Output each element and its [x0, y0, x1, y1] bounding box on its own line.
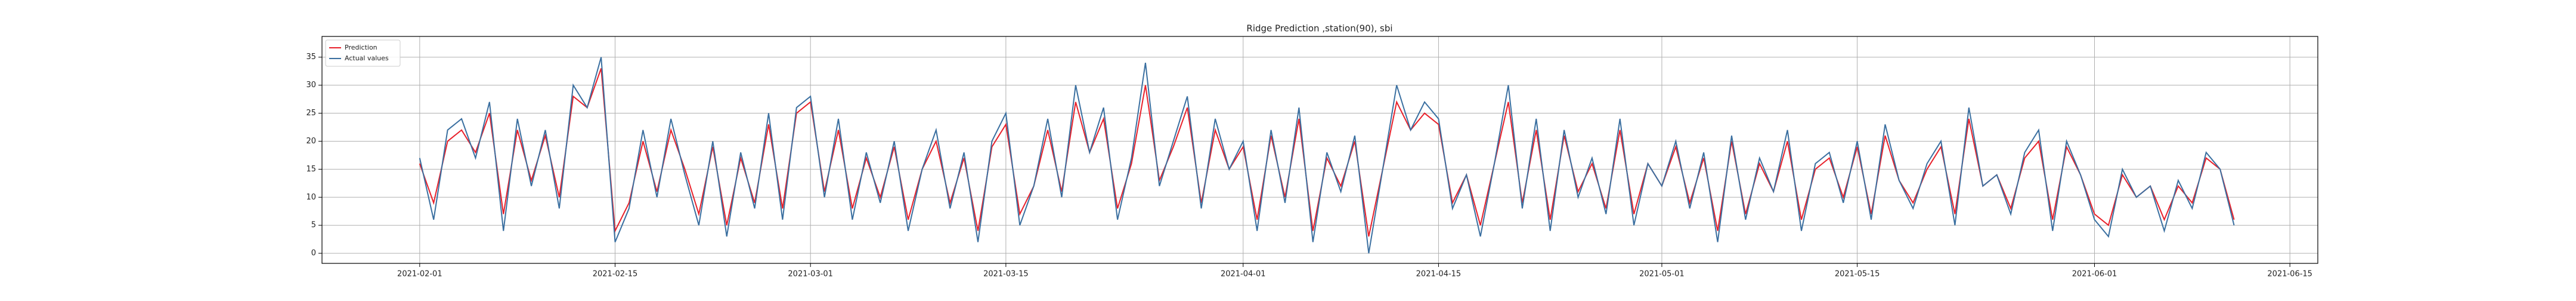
legend-label: Actual values — [345, 54, 389, 62]
legend-box — [325, 39, 401, 67]
x-tick-label: 2021-04-15 — [1416, 270, 1462, 279]
series-line — [419, 68, 2235, 237]
series-line — [419, 57, 2235, 254]
y-tick-label: 35 — [306, 53, 316, 62]
x-tick-label: 2021-06-15 — [2267, 270, 2312, 279]
y-tick-label: 0 — [311, 249, 316, 258]
y-tick-label: 5 — [311, 221, 316, 230]
x-tick-label: 2021-03-01 — [788, 270, 833, 279]
x-tick-label: 2021-04-01 — [1221, 270, 1266, 279]
y-tick-label: 15 — [306, 165, 316, 174]
chart-title: Ridge Prediction ,station(90), sbi — [1246, 23, 1392, 34]
y-tick-label: 20 — [306, 137, 316, 146]
y-tick-label: 10 — [306, 193, 316, 202]
y-tick-label: 25 — [306, 109, 316, 118]
y-tick-label: 30 — [306, 81, 316, 90]
x-tick-label: 2021-05-15 — [1835, 270, 1880, 279]
plot-frame — [321, 36, 2318, 264]
x-tick-label: 2021-02-15 — [593, 270, 638, 279]
legend-label: Prediction — [345, 44, 377, 51]
x-tick-label: 2021-06-01 — [2072, 270, 2117, 279]
x-tick-label: 2021-03-15 — [983, 270, 1029, 279]
x-tick-label: 2021-05-01 — [1639, 270, 1685, 279]
x-tick-label: 2021-02-01 — [397, 270, 442, 279]
